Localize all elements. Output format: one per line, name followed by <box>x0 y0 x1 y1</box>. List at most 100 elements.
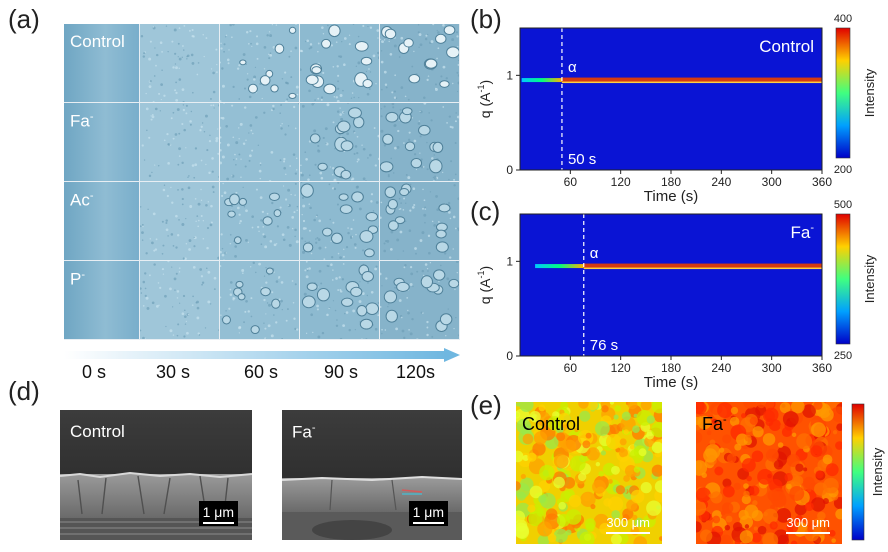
panel-label-c: (c) <box>470 196 501 226</box>
micro-texture <box>140 24 219 102</box>
pl-colorbar-label: Intensity <box>870 447 885 496</box>
panel-label-b: (b) <box>470 4 502 34</box>
micro-cell-r2-c1 <box>140 182 220 261</box>
micro-texture <box>220 261 299 339</box>
micro-cell-r0-c4 <box>380 24 460 103</box>
pl-scale-fa: 300 μm <box>786 515 830 534</box>
micro-cell-r1-c0: Fa- <box>64 103 140 182</box>
onset-time-label: 50 s <box>568 151 596 168</box>
x-tick-label: 300 <box>762 175 782 189</box>
colorbar-label: Intensity <box>862 254 877 303</box>
micro-texture <box>380 24 459 102</box>
micro-texture <box>380 182 459 260</box>
sem-label-control: Control <box>70 422 125 441</box>
micro-texture <box>300 182 379 260</box>
pl-scale-control: 300 μm <box>606 515 650 534</box>
alpha-streak-edge <box>583 267 822 270</box>
row-label: Fa- <box>70 111 94 131</box>
micro-cell-r3-c1 <box>140 261 220 340</box>
time-label-2: 60 s <box>244 362 279 382</box>
chart-c: α 76 s Fa- 60 120 180 240 300 360 0 1 Time (s) q (A-… <box>476 199 877 391</box>
row-label: P- <box>70 269 86 289</box>
pl-colorbar: Intensity <box>851 403 885 541</box>
pl-label-fa: Fa- <box>702 414 727 434</box>
x-tick-label: 60 <box>564 175 578 189</box>
sem-image-control: Control 1 μm <box>60 410 252 540</box>
micro-cell-r2-c3 <box>300 182 380 261</box>
micro-texture <box>140 182 219 260</box>
x-tick-label: 180 <box>661 175 681 189</box>
pl-map-control: Control 300 μm <box>516 402 662 544</box>
time-label-1: 30 s <box>156 362 191 382</box>
micro-texture <box>300 103 379 181</box>
x-tick-label: 240 <box>711 361 731 375</box>
alpha-label: α <box>590 245 599 262</box>
heatmap-background <box>520 28 822 170</box>
alpha-label: α <box>568 59 577 76</box>
micro-cell-r0-c0: Control <box>64 24 140 103</box>
panel-label-e: (e) <box>470 390 502 420</box>
micro-texture <box>140 261 219 339</box>
micro-texture <box>140 103 219 181</box>
micro-cell-r3-c2 <box>220 261 300 340</box>
alpha-streak <box>561 77 822 83</box>
time-label-4: 120s <box>396 362 436 382</box>
colorbar-label: Intensity <box>862 68 877 117</box>
alpha-streak-edge <box>561 81 822 84</box>
colorbar <box>835 213 851 345</box>
chart-title: Fa- <box>790 222 814 242</box>
sem-image-fa: Fa- 1 μm <box>282 410 462 540</box>
micro-texture <box>380 261 459 339</box>
x-tick-label: 360 <box>812 361 832 375</box>
micro-texture <box>220 103 299 181</box>
colorbar-max: 400 <box>834 13 852 25</box>
panel-label-d: (d) <box>8 376 40 406</box>
x-tick-label: 360 <box>812 175 832 189</box>
micro-texture <box>220 24 299 102</box>
micro-cell-r3-c4 <box>380 261 460 340</box>
pl-map-fa-image <box>696 402 842 544</box>
y-axis-label: q (A-1) <box>476 80 493 118</box>
pl-map-control-image <box>516 402 662 544</box>
heatmap-background <box>520 214 822 356</box>
pl-map-fa: Fa- 300 μm <box>696 402 842 544</box>
y-tick-label: 0 <box>506 163 513 177</box>
chart-b: α 50 s Control 60 120 180 240 300 360 0 1 Time (s) q… <box>476 13 877 205</box>
y-tick-label: 0 <box>506 349 513 363</box>
onset-time-label: 76 s <box>590 337 618 354</box>
micro-cell-r0-c1 <box>140 24 220 103</box>
micro-cell-r3-c3 <box>300 261 380 340</box>
scale-bar-control: 1 μm <box>198 501 238 526</box>
colorbar-min: 250 <box>834 350 852 362</box>
x-axis-label: Time (s) <box>644 374 698 391</box>
x-tick-label: 180 <box>661 361 681 375</box>
row-label: Ac- <box>70 190 94 210</box>
x-tick-label: 300 <box>762 361 782 375</box>
time-label-0: 0 s <box>82 362 107 382</box>
micro-cell-r0-c3 <box>300 24 380 103</box>
pl-label-control: Control <box>522 414 581 434</box>
micro-cell-r2-c2 <box>220 182 300 261</box>
timeline-arrow <box>64 348 460 362</box>
x-tick-label: 240 <box>711 175 731 189</box>
x-tick-label: 120 <box>611 175 631 189</box>
panel-label-a: (a) <box>8 4 40 34</box>
micro-texture <box>380 103 459 181</box>
micro-texture <box>300 261 379 339</box>
alpha-streak <box>583 263 822 269</box>
colorbar <box>835 27 851 159</box>
micro-texture <box>300 24 379 102</box>
micro-texture <box>220 182 299 260</box>
chart-title: Control <box>759 37 814 56</box>
y-tick-label: 1 <box>506 68 513 82</box>
micro-cell-r2-c4 <box>380 182 460 261</box>
y-axis-label: q (A-1) <box>476 266 493 304</box>
row-label: Control <box>70 32 125 51</box>
y-tick-label: 1 <box>506 254 513 268</box>
colorbar-max: 500 <box>834 199 852 211</box>
time-label-3: 90 s <box>324 362 359 382</box>
micro-cell-r1-c2 <box>220 103 300 182</box>
x-tick-label: 60 <box>564 361 578 375</box>
alpha-streak-onset <box>535 264 584 269</box>
microscopy-grid: Control Fa- Ac- P- <box>64 24 460 342</box>
